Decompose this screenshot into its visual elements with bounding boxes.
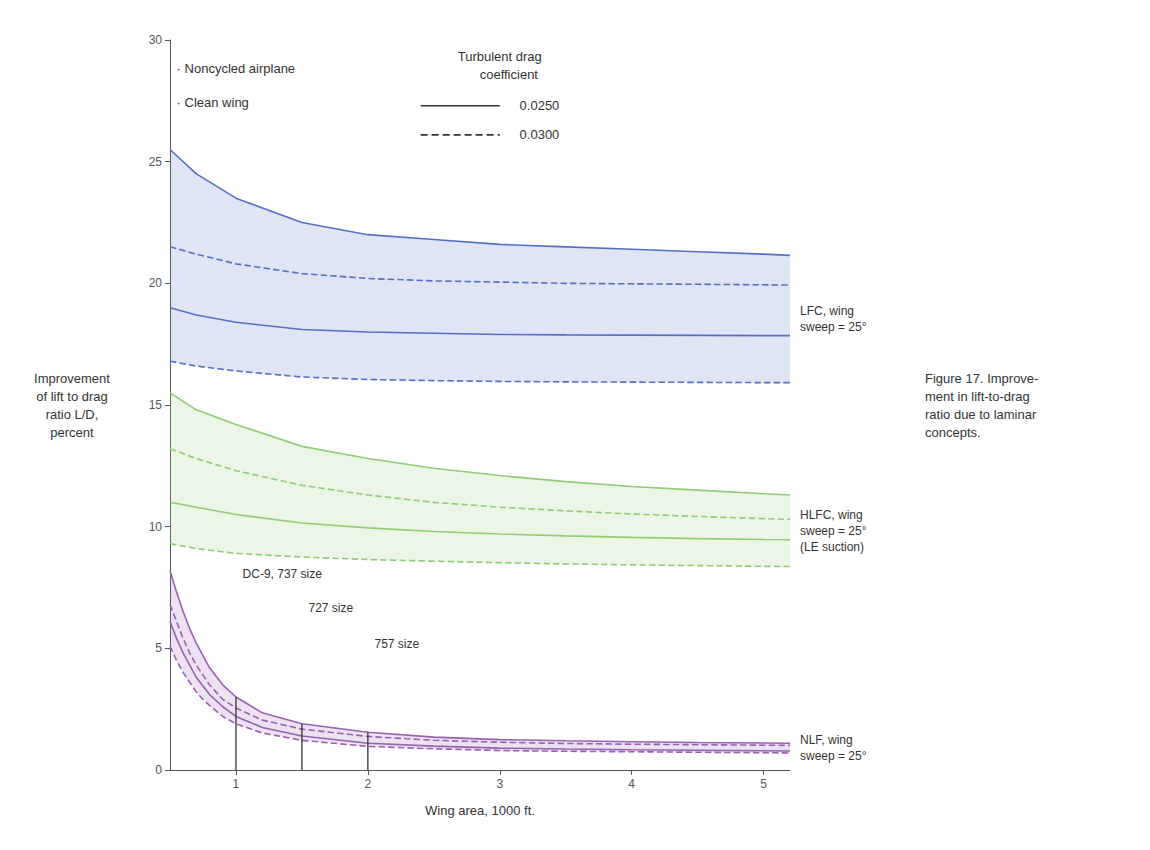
svg-text:ratio due to laminar: ratio due to laminar xyxy=(925,407,1037,422)
svg-text:sweep = 25°: sweep = 25° xyxy=(800,524,867,538)
svg-text:· Noncycled airplane: · Noncycled airplane xyxy=(177,61,296,76)
svg-text:30: 30 xyxy=(149,33,163,47)
svg-text:(LE suction): (LE suction) xyxy=(800,540,864,554)
svg-text:percent: percent xyxy=(50,425,94,440)
svg-text:5: 5 xyxy=(155,641,162,655)
svg-text:sweep = 25°: sweep = 25° xyxy=(800,749,867,763)
svg-text:Figure 17. Improve-: Figure 17. Improve- xyxy=(925,371,1038,386)
svg-text:25: 25 xyxy=(149,155,163,169)
svg-text:5: 5 xyxy=(760,777,767,791)
svg-text:concepts.: concepts. xyxy=(925,425,981,440)
svg-text:10: 10 xyxy=(149,520,163,534)
svg-text:NLF, wing: NLF, wing xyxy=(800,733,853,747)
svg-text:· Clean wing: · Clean wing xyxy=(177,95,249,110)
svg-text:0.0300: 0.0300 xyxy=(520,127,560,142)
svg-text:Improvement: Improvement xyxy=(34,371,110,386)
svg-text:ratio L/D,: ratio L/D, xyxy=(46,407,99,422)
svg-text:sweep = 25°: sweep = 25° xyxy=(800,320,867,334)
svg-text:of lift to drag: of lift to drag xyxy=(36,389,108,404)
svg-text:20: 20 xyxy=(149,276,163,290)
svg-text:DC-9, 737 size: DC-9, 737 size xyxy=(243,567,323,581)
svg-text:0: 0 xyxy=(155,763,162,777)
svg-text:Turbulent drag: Turbulent drag xyxy=(458,49,542,64)
svg-text:LFC, wing: LFC, wing xyxy=(800,304,854,318)
svg-text:2: 2 xyxy=(365,777,372,791)
svg-text:ment in lift-to-drag: ment in lift-to-drag xyxy=(925,389,1030,404)
svg-text:15: 15 xyxy=(149,398,163,412)
svg-text:4: 4 xyxy=(628,777,635,791)
svg-text:727 size: 727 size xyxy=(309,601,354,615)
svg-text:757 size: 757 size xyxy=(374,637,419,651)
svg-text:3: 3 xyxy=(496,777,503,791)
svg-text:coefficient: coefficient xyxy=(462,67,539,82)
svg-text:1: 1 xyxy=(233,777,240,791)
svg-text:0.0250: 0.0250 xyxy=(520,98,560,113)
svg-text:Wing area, 1000 ft.: Wing area, 1000 ft. xyxy=(425,803,535,818)
svg-text:HLFC, wing: HLFC, wing xyxy=(800,508,863,522)
